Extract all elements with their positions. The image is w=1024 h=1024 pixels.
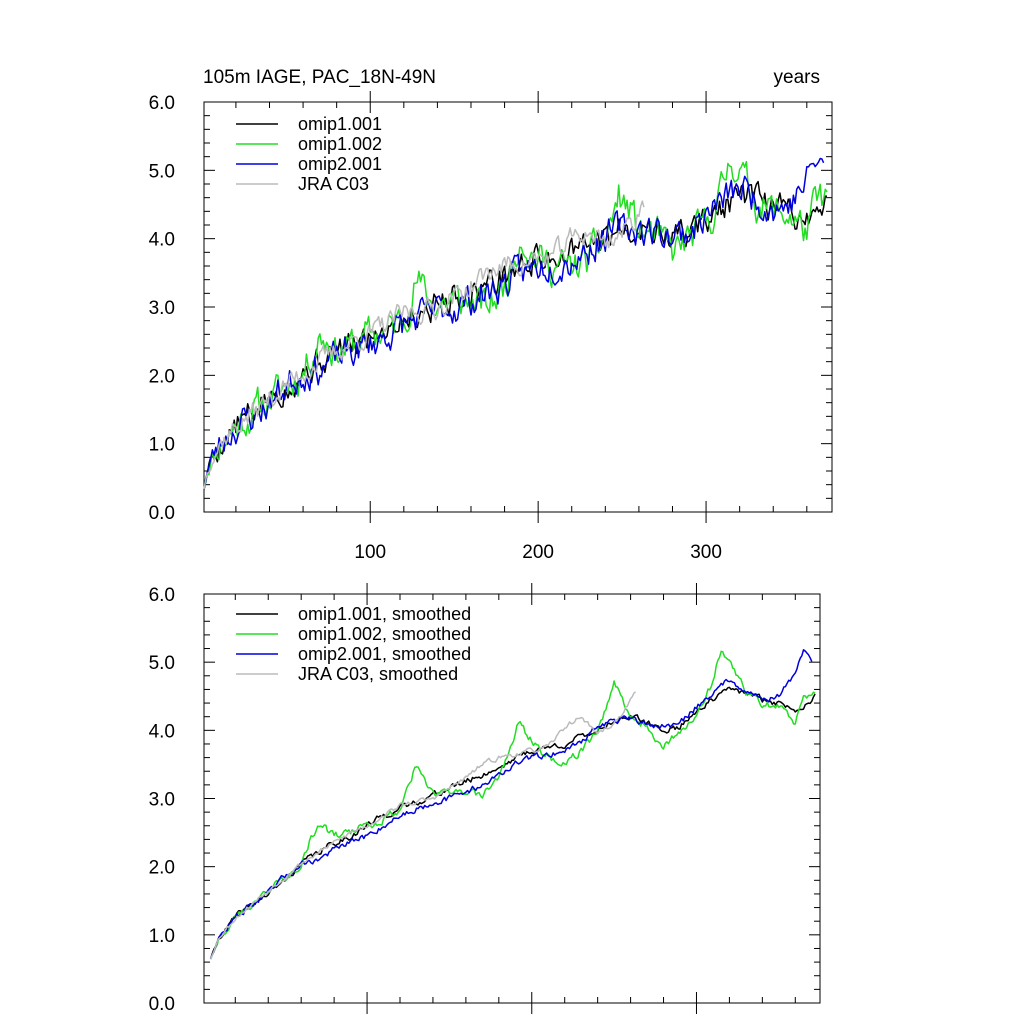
legend-label: JRA C03 [298,174,369,194]
y-tick-label: 5.0 [149,161,175,182]
legend-label: omip2.001, smoothed [298,644,471,664]
y-tick-label: 2.0 [149,366,175,387]
x-tick-label: 100 [354,542,386,563]
series-line-3 [209,691,636,960]
x-tick-label: 200 [522,542,554,563]
y-tick-label: 6.0 [149,93,175,114]
y-tick-label: 1.0 [149,435,175,456]
plot-frame [203,593,821,1004]
y-tick-label: 2.0 [149,858,175,879]
series-line-1 [203,160,828,491]
x-tick-label: 300 [690,542,722,563]
series-line-0 [209,686,816,960]
series-line-0 [203,180,828,490]
series-line-2 [209,649,813,960]
legend-label: omip1.002, smoothed [298,624,471,644]
y-tick-label: 6.0 [149,585,175,606]
left-title: 105m IAGE, PAC_18N-49N [203,67,436,88]
legend-label: omip1.001, smoothed [298,604,471,624]
y-tick-label: 5.0 [149,653,175,674]
y-tick-label: 3.0 [149,298,175,319]
y-tick-label: 4.0 [149,230,175,251]
series-line-1 [209,650,816,960]
y-tick-label: 1.0 [149,926,175,947]
legend-label: omip1.002 [298,134,382,154]
y-tick-label: 0.0 [149,994,175,1015]
legend-label: omip2.001 [298,154,382,174]
series-line-3 [203,200,645,490]
right-title: years [774,67,820,88]
series-line-2 [203,157,825,490]
y-tick-label: 0.0 [149,503,175,524]
legend-label: JRA C03, smoothed [298,664,458,684]
bottom-panel: 0.0 1.0 2.0 3.0 4.0 5.0 6.0 omip1.001, smoothed… [149,583,821,1015]
legend-label: omip1.001 [298,114,382,134]
y-tick-label: 4.0 [149,721,175,742]
y-tick-label: 3.0 [149,790,175,811]
